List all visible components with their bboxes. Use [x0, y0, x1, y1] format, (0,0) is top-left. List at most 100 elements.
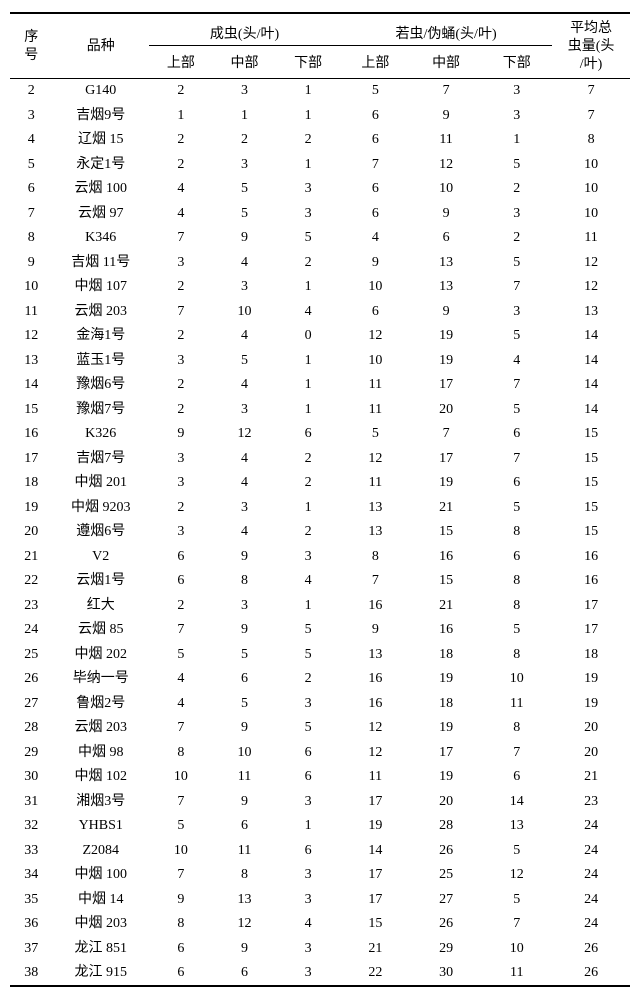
- cell-a3: 3: [276, 863, 340, 888]
- cell-a3: 1: [276, 348, 340, 373]
- table-row: 38龙江 91566322301126: [10, 961, 630, 987]
- cell-avg: 14: [552, 373, 630, 398]
- cell-b3: 5: [481, 838, 552, 863]
- cell-v: 毕纳一号: [52, 667, 149, 692]
- cell-a1: 3: [149, 348, 213, 373]
- cell-v: 云烟 85: [52, 618, 149, 643]
- cell-v: 中烟 14: [52, 887, 149, 912]
- cell-a1: 2: [149, 275, 213, 300]
- cell-i: 24: [10, 618, 52, 643]
- cell-a1: 7: [149, 789, 213, 814]
- cell-a2: 10: [213, 299, 277, 324]
- col-nymph-upper: 上部: [340, 46, 411, 78]
- cell-i: 15: [10, 397, 52, 422]
- table-row: 31湘烟3号79317201423: [10, 789, 630, 814]
- cell-a3: 3: [276, 789, 340, 814]
- cell-b2: 30: [411, 961, 482, 987]
- cell-a1: 6: [149, 544, 213, 569]
- cell-a2: 5: [213, 201, 277, 226]
- table-row: 37龙江 85169321291026: [10, 936, 630, 961]
- cell-i: 21: [10, 544, 52, 569]
- cell-v: 吉烟7号: [52, 446, 149, 471]
- cell-a2: 4: [213, 250, 277, 275]
- cell-a2: 4: [213, 471, 277, 496]
- cell-v: 红大: [52, 593, 149, 618]
- cell-avg: 15: [552, 471, 630, 496]
- cell-b3: 6: [481, 765, 552, 790]
- cell-v: 龙江 851: [52, 936, 149, 961]
- cell-avg: 16: [552, 569, 630, 594]
- cell-b3: 11: [481, 691, 552, 716]
- cell-b2: 28: [411, 814, 482, 839]
- table-row: 20遵烟6号3421315815: [10, 520, 630, 545]
- cell-b2: 10: [411, 177, 482, 202]
- cell-a2: 4: [213, 520, 277, 545]
- cell-a3: 1: [276, 275, 340, 300]
- cell-a1: 9: [149, 887, 213, 912]
- cell-a1: 3: [149, 250, 213, 275]
- cell-a2: 2: [213, 128, 277, 153]
- cell-b1: 12: [340, 716, 411, 741]
- cell-a1: 4: [149, 177, 213, 202]
- cell-avg: 14: [552, 397, 630, 422]
- cell-b1: 9: [340, 618, 411, 643]
- cell-a1: 2: [149, 593, 213, 618]
- cell-a2: 4: [213, 446, 277, 471]
- cell-b2: 9: [411, 103, 482, 128]
- cell-a3: 3: [276, 177, 340, 202]
- cell-i: 35: [10, 887, 52, 912]
- cell-b3: 11: [481, 961, 552, 987]
- cell-a3: 3: [276, 544, 340, 569]
- cell-b1: 13: [340, 495, 411, 520]
- col-index: 序号: [10, 13, 52, 78]
- cell-v: 云烟 97: [52, 201, 149, 226]
- cell-avg: 16: [552, 544, 630, 569]
- cell-v: 鲁烟2号: [52, 691, 149, 716]
- cell-v: 云烟 203: [52, 716, 149, 741]
- table-row: 6云烟 100453610210: [10, 177, 630, 202]
- table-row: 8K34679546211: [10, 226, 630, 251]
- cell-i: 25: [10, 642, 52, 667]
- table-row: 14豫烟6号2411117714: [10, 373, 630, 398]
- cell-b1: 6: [340, 103, 411, 128]
- cell-b2: 16: [411, 544, 482, 569]
- table-row: 23红大2311621817: [10, 593, 630, 618]
- cell-a3: 1: [276, 397, 340, 422]
- cell-i: 9: [10, 250, 52, 275]
- cell-b2: 25: [411, 863, 482, 888]
- cell-v: 中烟 201: [52, 471, 149, 496]
- cell-b3: 8: [481, 642, 552, 667]
- cell-b2: 12: [411, 152, 482, 177]
- cell-v: YHBS1: [52, 814, 149, 839]
- cell-a1: 3: [149, 471, 213, 496]
- cell-b2: 26: [411, 912, 482, 937]
- cell-i: 18: [10, 471, 52, 496]
- cell-v: 中烟 98: [52, 740, 149, 765]
- cell-v: 中烟 202: [52, 642, 149, 667]
- cell-avg: 18: [552, 642, 630, 667]
- cell-v: 蓝玉1号: [52, 348, 149, 373]
- cell-b1: 8: [340, 544, 411, 569]
- cell-b3: 3: [481, 78, 552, 103]
- cell-a3: 4: [276, 912, 340, 937]
- cell-b2: 21: [411, 593, 482, 618]
- cell-v: Z2084: [52, 838, 149, 863]
- cell-v: 豫烟7号: [52, 397, 149, 422]
- cell-a2: 1: [213, 103, 277, 128]
- cell-b1: 16: [340, 593, 411, 618]
- cell-i: 8: [10, 226, 52, 251]
- cell-a1: 6: [149, 961, 213, 987]
- cell-b2: 19: [411, 471, 482, 496]
- cell-b1: 6: [340, 299, 411, 324]
- cell-a3: 6: [276, 422, 340, 447]
- cell-b2: 17: [411, 373, 482, 398]
- cell-b2: 7: [411, 422, 482, 447]
- cell-avg: 12: [552, 250, 630, 275]
- cell-b2: 19: [411, 716, 482, 741]
- cell-b1: 16: [340, 691, 411, 716]
- cell-v: 中烟 107: [52, 275, 149, 300]
- cell-v: 龙江 915: [52, 961, 149, 987]
- col-average: 平均总虫量(头/叶): [552, 13, 630, 78]
- cell-b2: 19: [411, 667, 482, 692]
- cell-b3: 5: [481, 152, 552, 177]
